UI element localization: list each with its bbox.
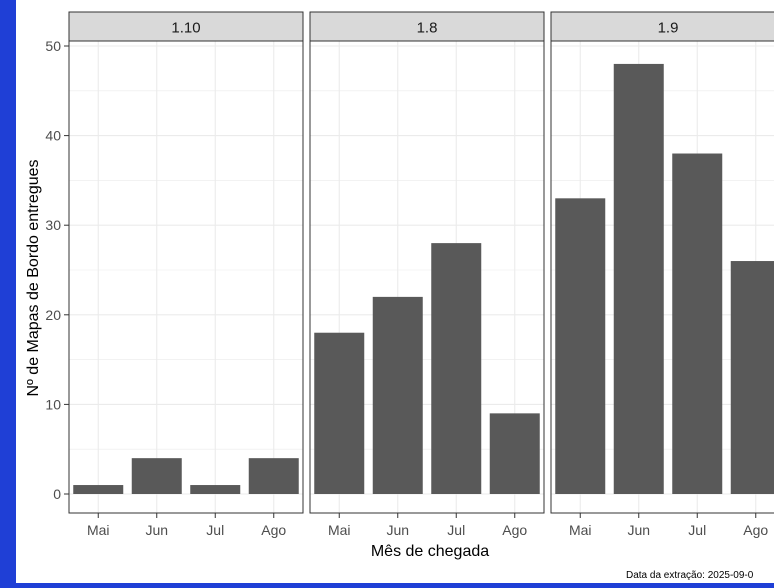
- y-tick-label: 40: [45, 128, 61, 144]
- bar-1-10-mai: [73, 485, 124, 494]
- x-tick-label: Jul: [206, 522, 224, 538]
- x-tick-label: Mai: [569, 522, 592, 538]
- x-tick-label: Ago: [261, 522, 286, 538]
- facet-strip: [550, 11, 774, 42]
- facet-strip: [68, 11, 304, 42]
- panel-background: [69, 41, 303, 513]
- bar-1-10-ago: [248, 458, 299, 494]
- extraction-date-caption: Data da extração: 2025-09-0: [626, 570, 754, 581]
- bar-1-9-jul: [672, 153, 723, 494]
- bar-1-10-jul: [190, 485, 241, 494]
- y-tick-label: 50: [45, 38, 61, 54]
- bar-1-10-jun: [131, 458, 182, 494]
- x-tick-label: Jun: [386, 522, 409, 538]
- y-tick-label: 10: [45, 396, 61, 412]
- bar-1-8-jun: [372, 296, 423, 494]
- facet-strip: [309, 11, 545, 42]
- bar-1-9-mai: [555, 198, 606, 494]
- x-tick-label: Jun: [627, 522, 650, 538]
- panel-1-10: 1.10 Mai Jun Jul Ago: [68, 11, 304, 538]
- y-axis-title: Nº de Mapas de Bordo entregues: [25, 159, 42, 396]
- panel-1-8: 1.8 Mai Jun Jul Ago: [309, 11, 545, 538]
- x-tick-label: Ago: [743, 522, 768, 538]
- panel-1-9: 1.9 Mai Jun Jul Ago: [550, 11, 774, 538]
- bar-1-8-mai: [314, 332, 365, 494]
- y-tick-label: 0: [53, 486, 61, 502]
- x-tick-label: Ago: [502, 522, 527, 538]
- bar-1-9-jun: [613, 63, 664, 495]
- x-tick-label: Mai: [87, 522, 110, 538]
- bar-1-8-jul: [431, 243, 482, 494]
- y-tick-label: 30: [45, 217, 61, 233]
- y-tick-label: 20: [45, 307, 61, 323]
- x-tick-label: Jun: [145, 522, 168, 538]
- facet-strip-label: 1.9: [658, 20, 679, 37]
- facet-strip-label: 1.10: [171, 20, 200, 37]
- x-tick-label: Mai: [328, 522, 351, 538]
- x-tick-label: Jul: [688, 522, 706, 538]
- bar-1-8-ago: [489, 413, 540, 494]
- facet-strip-label: 1.8: [417, 20, 438, 37]
- x-tick-label: Jul: [447, 522, 465, 538]
- x-axis-title: Mês de chegada: [371, 543, 489, 560]
- panel-gridlines: [69, 41, 303, 513]
- bar-1-9-ago: [730, 261, 774, 494]
